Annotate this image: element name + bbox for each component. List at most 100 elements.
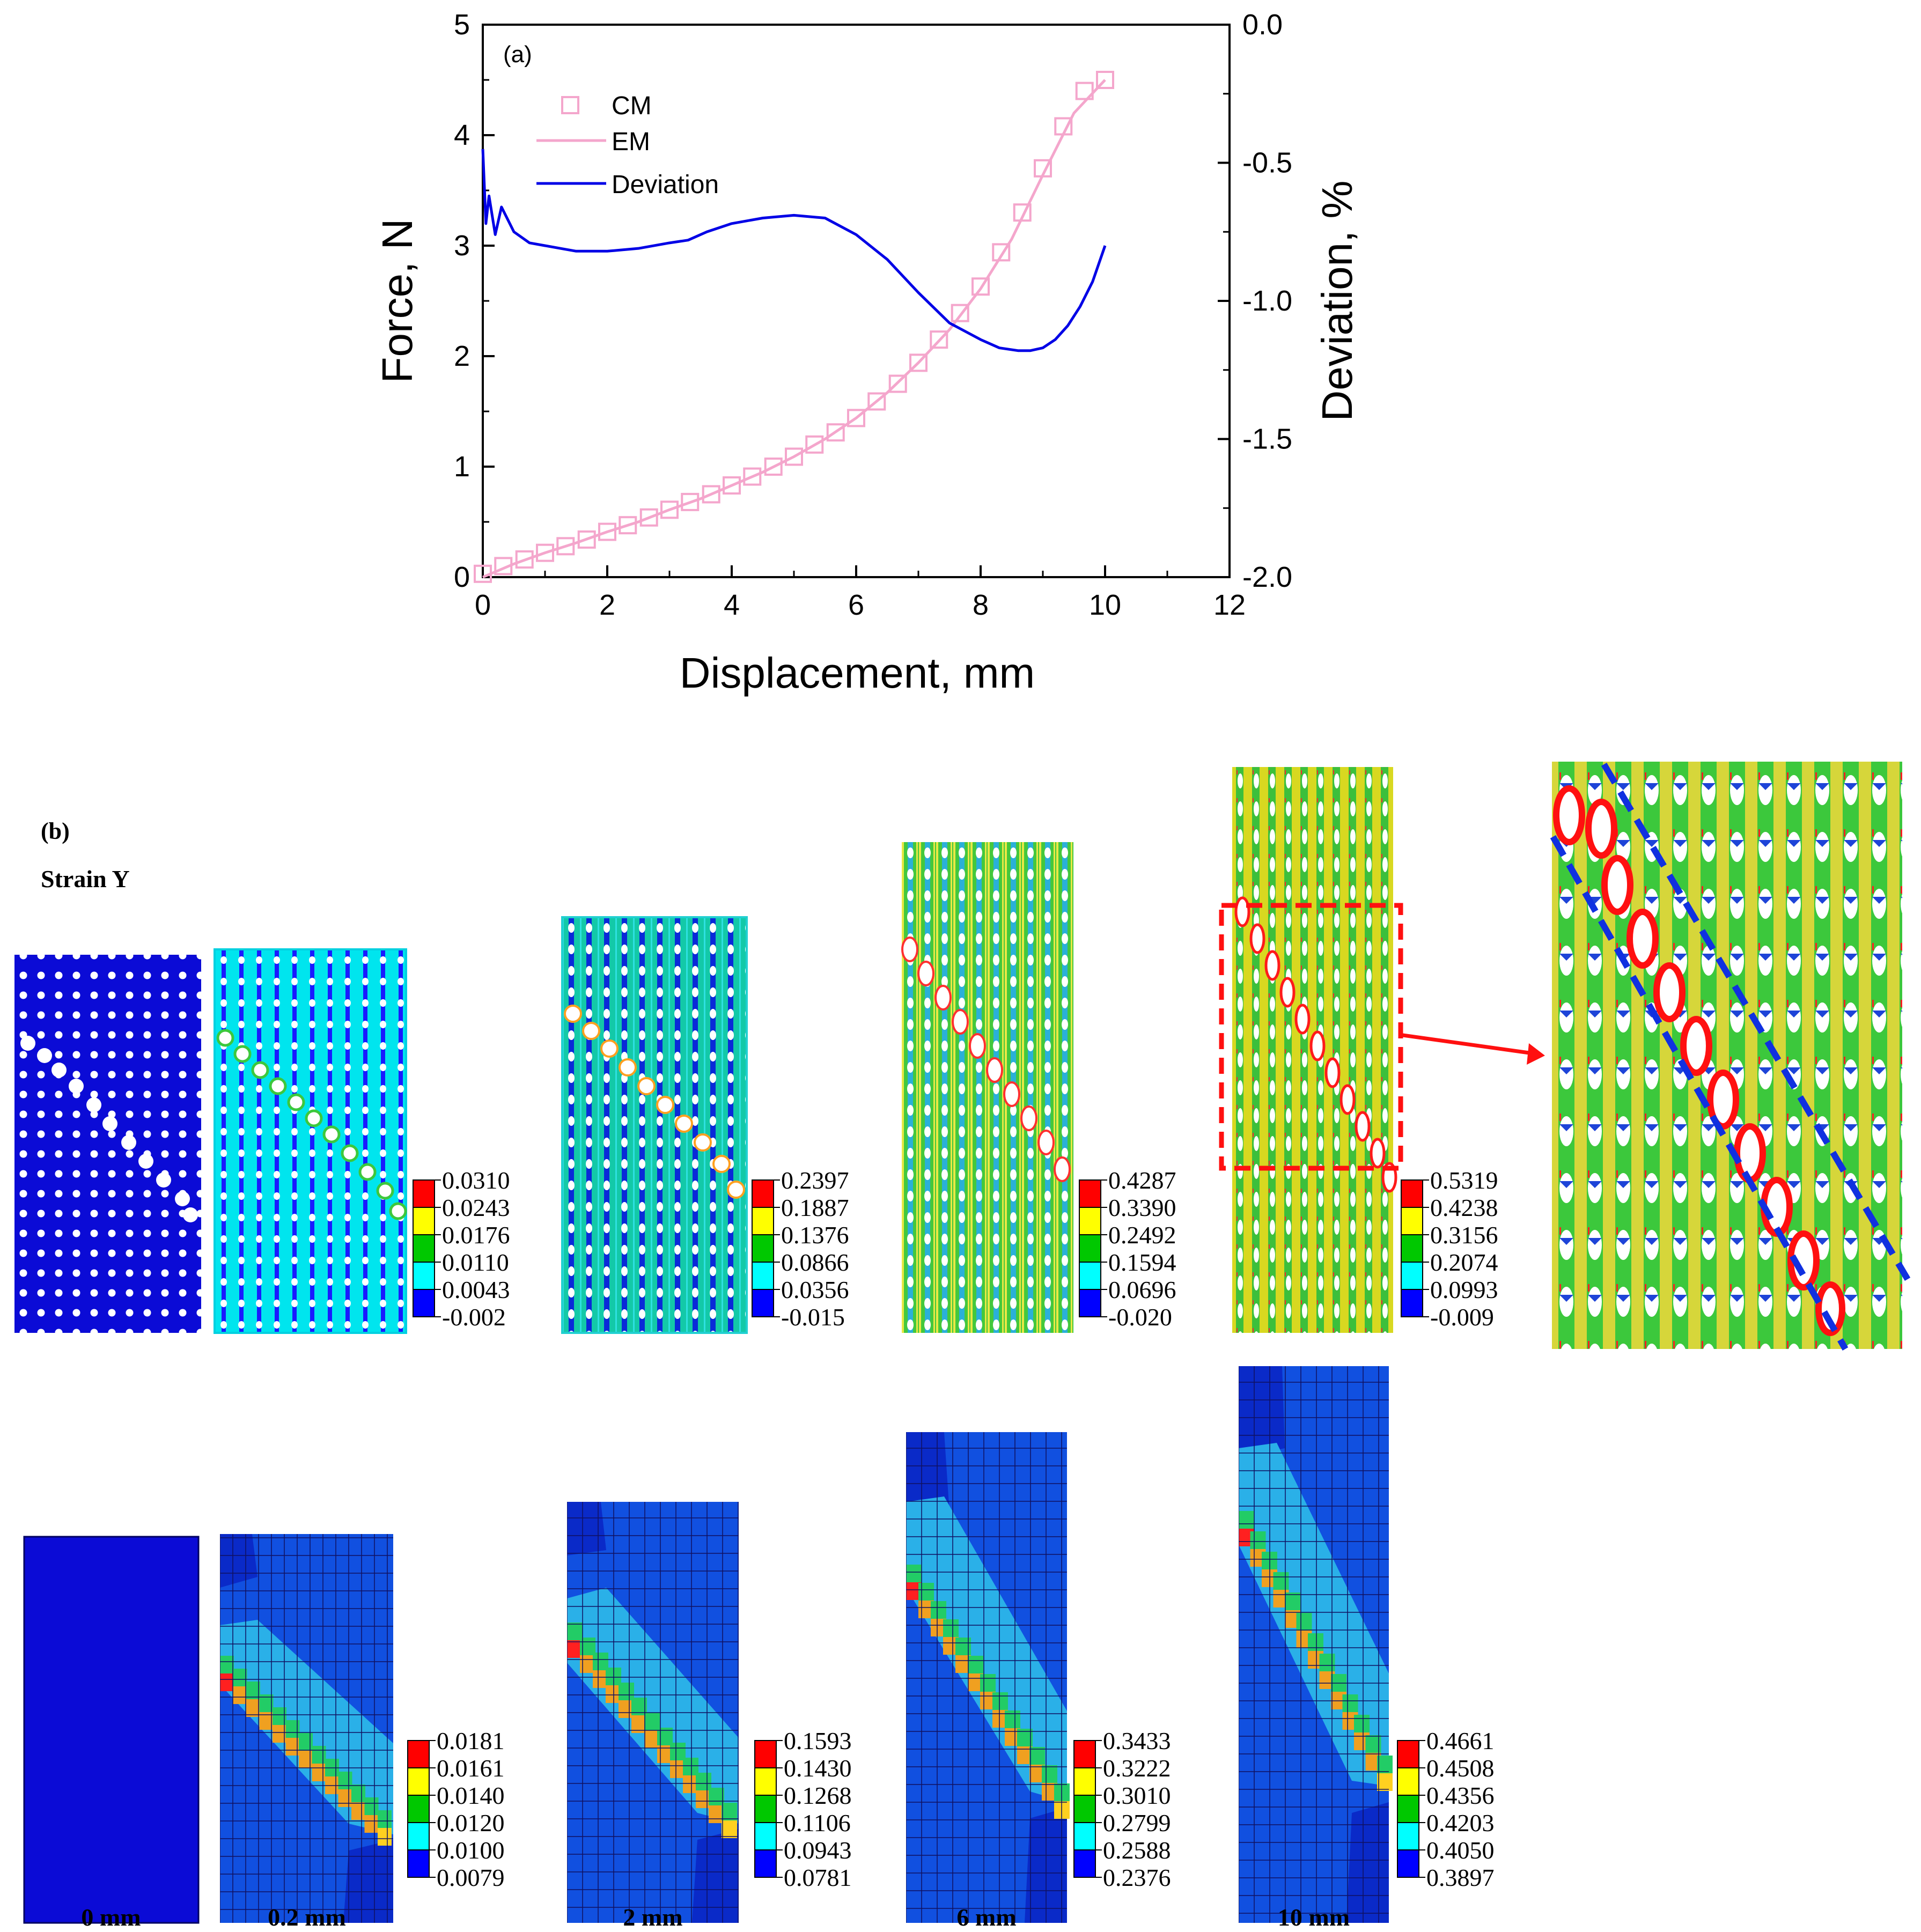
lattice-2mm [561, 916, 748, 1334]
legend-value: -0.015 [781, 1303, 845, 1331]
right-axis-ticks: -2.0 -1.5 -1.0 -0.5 0.0 [1218, 9, 1292, 593]
cm-marker [639, 508, 658, 527]
legend-value: 0.0079 [437, 1864, 505, 1891]
cm-marker [536, 543, 554, 562]
legend-value: 0.1268 [784, 1782, 852, 1809]
cm-marker [1075, 82, 1094, 100]
x-tick-label: 2 [599, 589, 615, 621]
legend-value: 0.0110 [442, 1249, 509, 1276]
cm-marker [702, 485, 720, 504]
right-tick-label: -2.0 [1242, 561, 1292, 593]
legend-swatch [752, 1262, 774, 1290]
left-tick-label: 2 [454, 340, 470, 372]
legend-value: 0.3156 [1430, 1221, 1498, 1249]
legend-value: 0.2376 [1103, 1864, 1171, 1891]
displacement-label-2mm: 2 mm [623, 1904, 682, 1931]
legend-swatch [407, 1849, 430, 1878]
left-tick-label: 4 [454, 119, 470, 151]
cm-marker [909, 353, 928, 372]
legend-swatch [754, 1740, 777, 1768]
panel-label-b: (b) [41, 818, 70, 844]
legend-value: 0.4050 [1426, 1837, 1495, 1864]
displacement-label-10mm: 10 mm [1278, 1904, 1350, 1931]
legend-value: 0.1106 [784, 1809, 851, 1837]
legend-swatch [413, 1179, 435, 1208]
panel-title-strain-y: Strain Y [41, 865, 130, 893]
cm-marker [764, 458, 783, 476]
legend-value: 0.4203 [1426, 1809, 1495, 1837]
cm-marker [681, 492, 700, 511]
legend-value: 0.2397 [781, 1167, 849, 1194]
shear-band-upper-line [1601, 762, 1911, 1281]
cm-marker [474, 564, 492, 583]
cm-marker [723, 476, 741, 495]
panel-label-a: (a) [503, 41, 532, 68]
displacement-label-0mm: 0 mm [81, 1904, 141, 1931]
series-deviation-line [481, 149, 1107, 352]
zoom-arrow-head [1527, 1043, 1545, 1065]
cm-marker [971, 277, 990, 296]
cm-marker [577, 530, 596, 549]
legend-value: 0.4356 [1426, 1782, 1495, 1809]
mesh-10mm [1239, 1366, 1393, 1923]
legend-value: 0.0181 [437, 1727, 505, 1754]
legend-value: 0.0043 [442, 1276, 510, 1303]
right-tick-label: 0.0 [1242, 9, 1283, 41]
cm-marker [598, 522, 616, 541]
legend-swatch [413, 1262, 435, 1290]
legend-swatch [1079, 1262, 1101, 1290]
left-axis-label: Force, N [373, 219, 421, 384]
legend-value: 0.0176 [442, 1221, 510, 1249]
legend-swatch [1397, 1822, 1419, 1850]
legend-value: 0.0310 [442, 1167, 510, 1194]
legend-value: 0.3897 [1426, 1864, 1495, 1891]
cm-marker [888, 374, 907, 393]
legend-swatch [413, 1234, 435, 1263]
legend-swatch [413, 1207, 435, 1235]
cm-marker [826, 423, 845, 442]
left-tick-label: 3 [454, 230, 470, 262]
legend-value: 0.0866 [781, 1249, 849, 1276]
cm-marker [992, 243, 1011, 262]
legend-value: 0.4508 [1426, 1754, 1495, 1782]
legend-swatch [754, 1767, 777, 1796]
x-tick-label: 0 [475, 589, 491, 621]
legend-swatch [1079, 1234, 1101, 1263]
legend-value: 0.2074 [1430, 1249, 1498, 1276]
zoom-region-box [1219, 903, 1403, 1171]
legend-swatch [752, 1207, 774, 1235]
legend-swatch [1397, 1849, 1419, 1878]
mesh-0.2mm [220, 1534, 393, 1923]
mesh-2mm [567, 1502, 739, 1923]
cm-marker [660, 500, 679, 519]
legend-swatch [407, 1795, 430, 1823]
x-tick-label: 8 [973, 589, 989, 621]
legend-value: 0.2588 [1103, 1837, 1171, 1864]
legend-value: 0.0243 [442, 1194, 510, 1221]
legend-swatch [1401, 1179, 1423, 1208]
legend-swatch [1079, 1179, 1101, 1208]
legend-value: 0.4661 [1426, 1727, 1495, 1754]
mesh-0mm [23, 1536, 200, 1924]
legend-value: 0.0993 [1430, 1276, 1498, 1303]
lattice-zoom-inset [1550, 762, 1911, 1351]
legend-swatch [1401, 1289, 1423, 1317]
legend-value: 0.3010 [1103, 1782, 1171, 1809]
cm-marker [515, 550, 534, 569]
legend-swatch [1079, 1207, 1101, 1235]
legend-value: 0.1594 [1108, 1249, 1176, 1276]
x-axis-ticks: 0 2 4 6 8 10 12 [475, 565, 1246, 621]
legend-value: 0.5319 [1430, 1167, 1498, 1194]
cm-marker [494, 557, 513, 576]
cm-marker [1013, 203, 1032, 222]
legend-deviation-label: Deviation [612, 171, 719, 199]
legend-value: 0.2492 [1108, 1221, 1176, 1249]
